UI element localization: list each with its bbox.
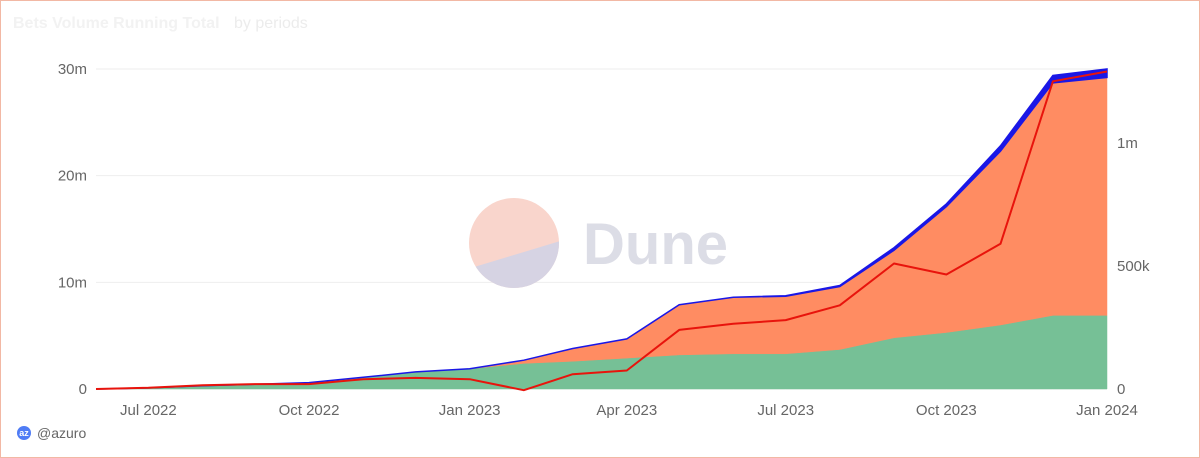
x-tick-label: Jan 2024 [1076,402,1138,419]
footer: az @azuro [17,425,86,441]
watermark: Dune [469,198,728,288]
x-tick-label: Oct 2022 [279,402,340,419]
x-tick-label: Jul 2022 [120,402,177,419]
y-axis-right: 0 500k 1m [1117,135,1150,398]
y-right-tick-label: 1m [1117,135,1138,152]
y-right-tick-label: 500k [1117,258,1150,275]
y-left-tick-label: 10m [58,274,87,291]
x-tick-label: Apr 2023 [596,402,657,419]
y-left-tick-label: 30m [58,61,87,78]
x-axis: Jul 2022 Oct 2022 Jan 2023 Apr 2023 Jul 2023… [120,402,1138,419]
chart-title: Bets Volume Running Total [13,15,220,32]
y-left-tick-label: 0 [79,381,87,398]
x-tick-label: Oct 2023 [916,402,977,419]
author-label[interactable]: @azuro [37,425,87,441]
line-series-1 [95,70,1108,392]
y-right-tick-label: 0 [1117,381,1125,398]
area-series-3 [95,68,1108,390]
watermark-text: Dune [583,212,728,277]
area-series [95,68,1108,390]
chart-header: Bets Volume Running Total by periods [13,15,308,33]
y-axis-left: 0 10m 20m 30m [58,61,87,398]
line-series [95,70,1108,392]
azuro-logo-icon: az [17,426,31,440]
chart-subtitle: by periods [233,15,308,32]
x-tick-label: Jul 2023 [757,402,814,419]
y-left-tick-label: 20m [58,168,87,185]
x-tick-label: Jan 2023 [439,402,501,419]
